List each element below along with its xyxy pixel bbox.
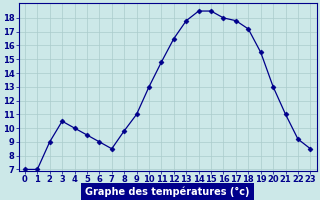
X-axis label: Graphe des températures (°c): Graphe des températures (°c) [85,187,250,197]
